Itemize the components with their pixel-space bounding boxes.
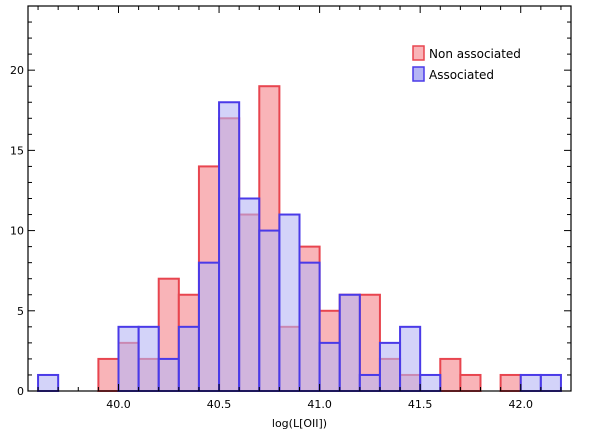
bar-associated-40.25 — [157, 357, 180, 392]
bar-associated-41.45 — [399, 325, 422, 393]
legend: Non associated Associated — [412, 45, 521, 82]
bar-associated-40.65 — [238, 197, 261, 392]
y-tick-label: 0 — [17, 385, 24, 398]
legend-swatch-associated — [412, 66, 425, 82]
bar-associated-40.75 — [258, 229, 281, 392]
bar-associated-41.05 — [318, 341, 341, 392]
bar-associated-40.35 — [177, 325, 200, 393]
x-tick-label: 40.5 — [207, 398, 232, 411]
x-tick-label: 40.0 — [106, 398, 131, 411]
x-tick-label: 42.0 — [508, 398, 533, 411]
bar-associated-42.15 — [539, 373, 562, 393]
ticks-layer — [28, 5, 571, 392]
y-tick-labels: 0 5 10 15 20 — [10, 64, 24, 398]
bar-non-associated-39.95 — [97, 357, 120, 392]
bar-associated-41.35 — [378, 341, 402, 392]
bar-non-associated-41.65 — [439, 357, 462, 392]
bar-associated-40.15 — [137, 325, 160, 393]
bar-associated-42.05 — [519, 373, 542, 393]
x-axis-label: log(L[OII]) — [272, 417, 327, 430]
bar-associated-39.65 — [37, 373, 60, 393]
x-tick-labels: 40.0 40.5 41.0 41.5 42.0 — [106, 398, 533, 411]
bar-associated-40.95 — [298, 261, 321, 392]
y-tick-label: 15 — [10, 144, 24, 157]
bar-associated-40.45 — [197, 261, 221, 392]
bar-associated-41.25 — [358, 373, 381, 393]
bar-associated-40.85 — [278, 213, 301, 392]
bars-layer — [37, 85, 562, 393]
legend-label-associated: Associated — [429, 68, 494, 82]
bar-associated-40.05 — [117, 325, 140, 393]
bar-associated-41.55 — [419, 373, 442, 393]
legend-swatch-non-associated — [412, 45, 425, 61]
x-tick-label: 41.5 — [408, 398, 433, 411]
bar-associated-41.15 — [338, 293, 361, 392]
legend-label-non-associated: Non associated — [429, 47, 521, 61]
bar-associated-40.55 — [218, 101, 241, 392]
x-tick-label: 41.0 — [307, 398, 332, 411]
y-tick-label: 20 — [10, 64, 24, 77]
bar-non-associated-41.75 — [459, 373, 482, 393]
y-tick-label: 10 — [10, 225, 24, 238]
y-tick-label: 5 — [17, 305, 24, 318]
bar-non-associated-41.95 — [499, 373, 522, 393]
